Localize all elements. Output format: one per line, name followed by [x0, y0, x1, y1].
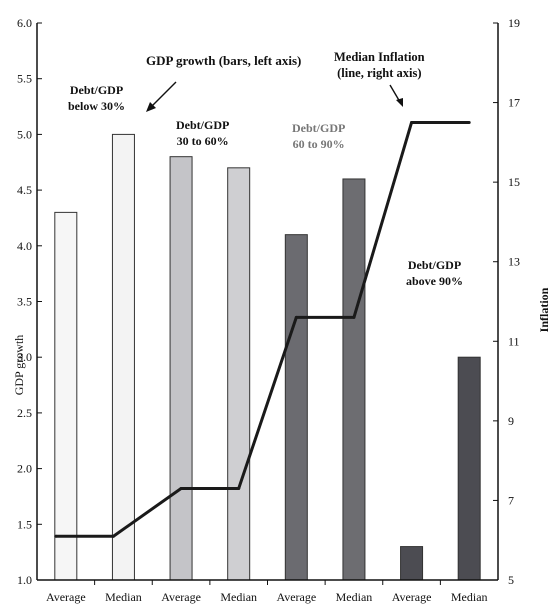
y-right-tick-label: 19: [508, 16, 520, 30]
bars-title-arrowhead: [146, 102, 156, 112]
x-tick-label: Median: [220, 590, 257, 604]
bar-4: [227, 167, 251, 581]
group4-label-line-1: Debt/GDP: [407, 258, 462, 272]
x-tick-label: Average: [392, 590, 432, 604]
inflation-point-8: [467, 120, 471, 124]
group2-label-line-1: Debt/GDP: [176, 118, 230, 132]
y-axis-left-title: GDP growth: [12, 335, 26, 396]
y-right-tick-label: 13: [508, 255, 520, 269]
y-left-tick-label: 3.5: [17, 295, 32, 309]
y-left-tick-label: 4.5: [17, 183, 32, 197]
bars-title-annotation: GDP growth (bars, left axis): [146, 53, 302, 68]
y-right-tick-label: 7: [508, 493, 514, 507]
bar-8: [457, 356, 481, 581]
group4-label-line-2: above 90%: [406, 274, 463, 288]
line-layer: [54, 120, 471, 538]
group3-label-line-2: 60 to 90%: [292, 137, 345, 151]
group1-label-line-2: below 30%: [68, 99, 125, 113]
y-left-tick-label: 1.5: [17, 517, 32, 531]
group2-label: Debt/GDP 30 to 60%: [176, 117, 229, 149]
group3-label: Debt/GDP 60 to 90%: [292, 120, 345, 152]
y-right-tick-label: 17: [508, 96, 520, 110]
bar-5: [284, 234, 308, 581]
axes-layer: 1.0 1.5 2.0 2.5 3.0 3.5 4.0 4.5 5.0 5.5 6.0 5 7 9 11 13…: [17, 16, 520, 604]
bar-3: [169, 156, 193, 581]
y-left-tick-label: 2.5: [17, 406, 32, 420]
bars-layer: [54, 133, 481, 581]
x-tick-label: Median: [336, 590, 373, 604]
y-right-tick-label: 11: [508, 334, 520, 348]
line-title-arrow: [389, 84, 401, 103]
group4-label: Debt/GDP above 90%: [406, 257, 463, 289]
y-left-tick-label: 5.5: [17, 72, 32, 86]
y-left-tick-label: 4.0: [17, 239, 32, 253]
x-tick-label: Median: [451, 590, 488, 604]
bar-6: [342, 178, 366, 581]
x-tick-label: Average: [46, 590, 86, 604]
bars-title-arrow: [149, 81, 177, 109]
line-title-line-1: Median Inflation: [334, 50, 425, 64]
line-title-line-2: (line, right axis): [337, 66, 422, 80]
y-axis-right-title: Inflation: [537, 287, 550, 332]
bar-2: [111, 133, 135, 581]
group1-label-line-1: Debt/GDP: [69, 83, 124, 97]
y-right-tick-label: 15: [508, 175, 520, 189]
group3-label-line-1: Debt/GDP: [292, 121, 346, 135]
x-tick-label: Average: [161, 590, 201, 604]
group2-label-line-2: 30 to 60%: [176, 134, 229, 148]
y-left-tick-label: 6.0: [17, 16, 32, 30]
y-left-tick-label: 1.0: [17, 573, 32, 587]
y-right-tick-label: 5: [508, 573, 514, 587]
line-title-annotation: Median Inflation (line, right axis): [334, 49, 425, 81]
y-left-tick-label: 2.0: [17, 462, 32, 476]
x-tick-label: Median: [105, 590, 142, 604]
bar-1: [54, 211, 78, 581]
y-left-tick-label: 5.0: [17, 127, 32, 141]
inflation-point-5: [294, 315, 298, 319]
x-tick-label: Average: [276, 590, 316, 604]
inflation-point-3: [179, 486, 183, 490]
y-right-tick-label: 9: [508, 414, 514, 428]
line-title-arrowhead: [396, 98, 403, 107]
inflation-point-7: [410, 120, 414, 124]
inflation-point-1: [54, 534, 58, 538]
inflation-line: [55, 120, 470, 538]
inflation-point-4: [237, 486, 241, 490]
inflation-point-2: [111, 534, 115, 538]
bar-7: [400, 546, 424, 581]
inflation-point-6: [352, 315, 356, 319]
group1-label: Debt/GDP below 30%: [68, 82, 125, 114]
y-left-tick-label: 3.0: [17, 350, 32, 364]
